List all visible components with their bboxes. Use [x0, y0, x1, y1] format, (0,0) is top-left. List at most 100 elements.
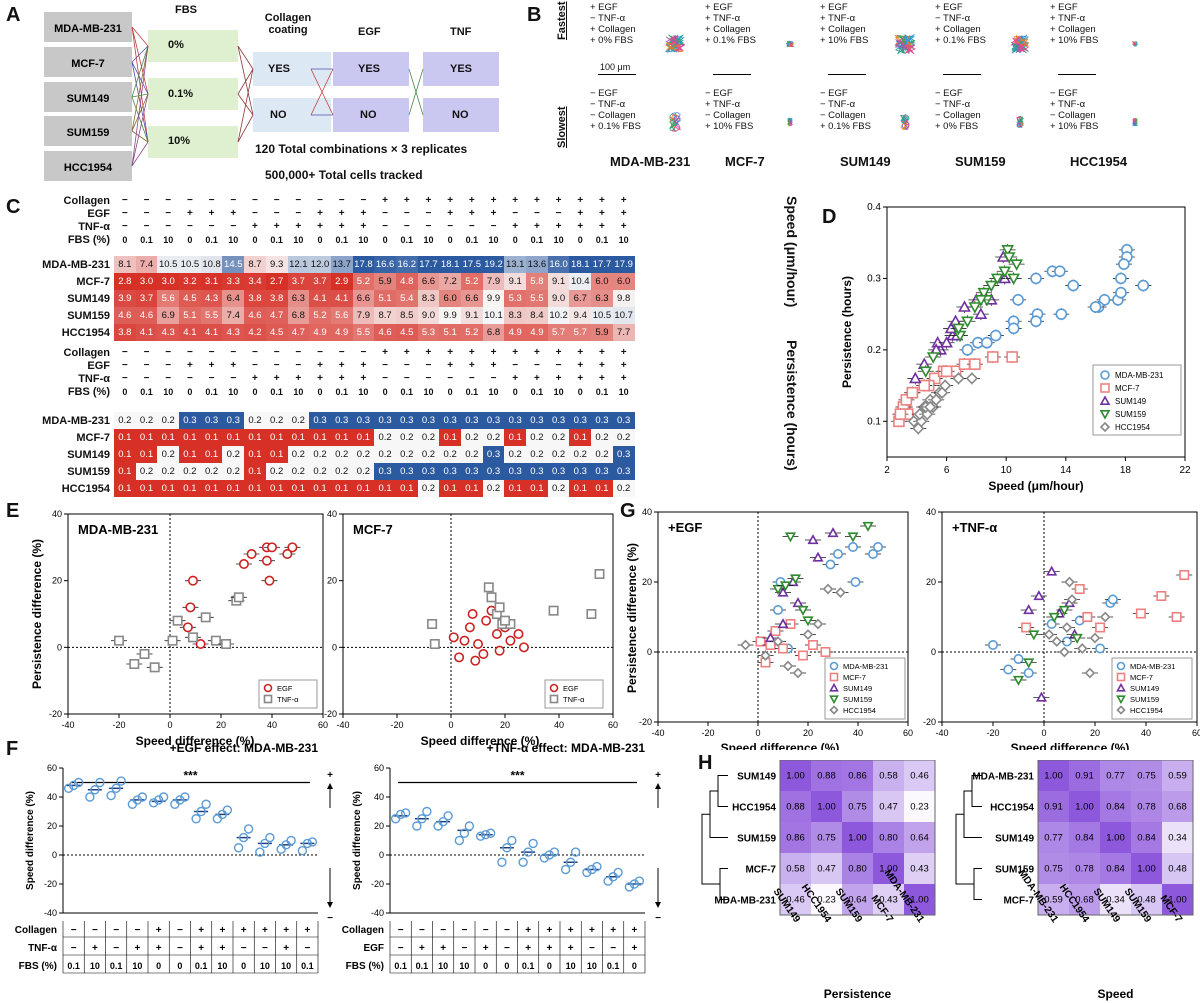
- condition-cell: 0.1: [394, 961, 407, 971]
- legend-label: TNF-α: [563, 695, 585, 704]
- legend-marker: [829, 661, 839, 671]
- condition-cell: −: [241, 943, 247, 954]
- legend-marker: [829, 695, 839, 705]
- y-tick-label: -20: [324, 709, 337, 719]
- data-point: [958, 300, 971, 312]
- track-plot: [1010, 34, 1030, 128]
- data-point: [1001, 245, 1015, 257]
- heatmap-cell: 0.1: [461, 480, 483, 497]
- condition-cell: 0: [512, 386, 518, 397]
- heatmap-cell: 0.1: [309, 429, 331, 446]
- condition-cell: 0.1: [270, 386, 283, 397]
- data-point: [467, 609, 478, 620]
- condition-cell: 0: [447, 234, 453, 245]
- data-point: [777, 618, 789, 629]
- data-point: [1179, 570, 1190, 581]
- corr-value: 0.58: [786, 864, 805, 875]
- heatmap-cell: 0.2: [547, 480, 570, 497]
- heatmap-cell: 0.1: [179, 429, 201, 446]
- condition-cell: −: [121, 347, 128, 358]
- data-point: [968, 302, 982, 314]
- heatmap-row-label: HCC1954: [61, 482, 110, 495]
- heatmap-table: MDA-MB-231 0.2 0.2 0.2 0.3 0.3 0.3 0.2 0.2 0.2 0.3…: [30, 412, 635, 497]
- condition-cell: +: [533, 195, 540, 206]
- heatmap-cell: 5.6: [157, 290, 180, 307]
- condition-cell: −: [273, 360, 280, 371]
- condition-cell: 10: [228, 234, 239, 245]
- corr-cell: [1131, 884, 1162, 915]
- x-tick-label: 0: [755, 728, 760, 738]
- condition-cell: +: [186, 360, 193, 371]
- heatmap-cell: 9.8: [612, 290, 635, 307]
- corr-value: 0.84: [1106, 864, 1125, 875]
- data-point: [523, 847, 533, 857]
- heatmap-row-label: SUM159: [67, 465, 110, 478]
- heatmap-row: SUM159 4.6 4.6 6.9 5.1 5.5 7.4 4.6 4.7 6.8 5.2 5.6 7…: [30, 307, 635, 324]
- condition-cell: +: [568, 925, 574, 936]
- condition-cell: −: [165, 373, 172, 384]
- dendro-branch: [955, 813, 974, 885]
- legend-marker: [263, 683, 273, 693]
- y-axis-label: Persistence (hours): [840, 276, 854, 388]
- heatmap-cell: 0.1: [244, 429, 266, 446]
- heatmap-cell: 0.3: [526, 463, 548, 480]
- condition-cell: 0.1: [335, 386, 348, 397]
- data-point: [400, 808, 411, 818]
- data-point: [201, 799, 211, 809]
- condition-cell: +: [631, 925, 637, 936]
- fast-condition: + EGF − TNF-α + Collagen + 0.1% FBS: [935, 2, 986, 46]
- heatmap-cell: 4.1: [179, 324, 201, 341]
- condition-cell: +: [447, 208, 454, 219]
- heatmap-cell: 0.2: [461, 446, 483, 463]
- data-point: [944, 321, 958, 334]
- heatmap-cell: 0.2: [591, 446, 613, 463]
- condition-label: EGF: [87, 207, 110, 220]
- heatmap-cell: 5.1: [439, 324, 461, 341]
- heatmap-cell: 3.0: [157, 273, 180, 290]
- fast-track: [894, 38, 906, 49]
- corr-value: 0.80: [848, 864, 867, 875]
- data-point: [464, 821, 475, 831]
- legend-marker: [1099, 421, 1111, 433]
- fast-track: [1017, 42, 1027, 53]
- condition-row: Collagen − − − − − − − − − − − − + + + + + + + + + + + +: [30, 194, 635, 207]
- condition-cell: +: [599, 221, 605, 232]
- data-point: [565, 857, 576, 867]
- data-point: [1099, 611, 1111, 623]
- condition-cell: 0: [577, 386, 583, 397]
- heatmap-cell: 0.1: [114, 480, 136, 497]
- condition-cell: +: [577, 221, 584, 232]
- y-tick-label: -20: [639, 717, 652, 727]
- legend-marker: [1116, 672, 1126, 682]
- heatmap-cell: 12.0: [309, 256, 331, 273]
- data-point: [918, 379, 931, 392]
- heatmap-cell: 0.2: [114, 412, 136, 429]
- data-point: [185, 602, 196, 613]
- data-point: [926, 352, 940, 364]
- condition-cell: −: [252, 195, 258, 206]
- condition-cell: +: [555, 195, 562, 206]
- heatmap-cell: 4.1: [135, 324, 158, 341]
- condition-cell: +: [490, 360, 497, 371]
- slow-track: [671, 113, 678, 123]
- data-point: [779, 581, 792, 592]
- data-point: [820, 647, 831, 658]
- condition-cell: +: [589, 925, 595, 936]
- heatmap-cell: 0.3: [569, 463, 592, 480]
- legend-label: HCC1954: [1130, 706, 1163, 715]
- heatmap-cell: 4.9: [309, 324, 331, 341]
- condition-cell: +: [338, 360, 345, 371]
- condition-cell: 0.1: [465, 234, 479, 245]
- panel-b-cell-line: HCC1954: [1070, 154, 1128, 169]
- data-point: [175, 795, 185, 805]
- condition-cell: −: [230, 195, 237, 206]
- slow-track: [1132, 121, 1136, 125]
- sig-stars: ***: [183, 769, 197, 783]
- heatmap-cell: 0.3: [504, 463, 527, 480]
- heatmap-cell: 10.4: [569, 273, 592, 290]
- heatmap-cell: 0.2: [287, 446, 310, 463]
- data-point: [1059, 646, 1070, 658]
- heatmap-cell: 0.1: [244, 480, 266, 497]
- panel-b-cell-line: MDA-MB-231: [610, 154, 691, 169]
- heatmap-cell: 0.3: [504, 412, 527, 429]
